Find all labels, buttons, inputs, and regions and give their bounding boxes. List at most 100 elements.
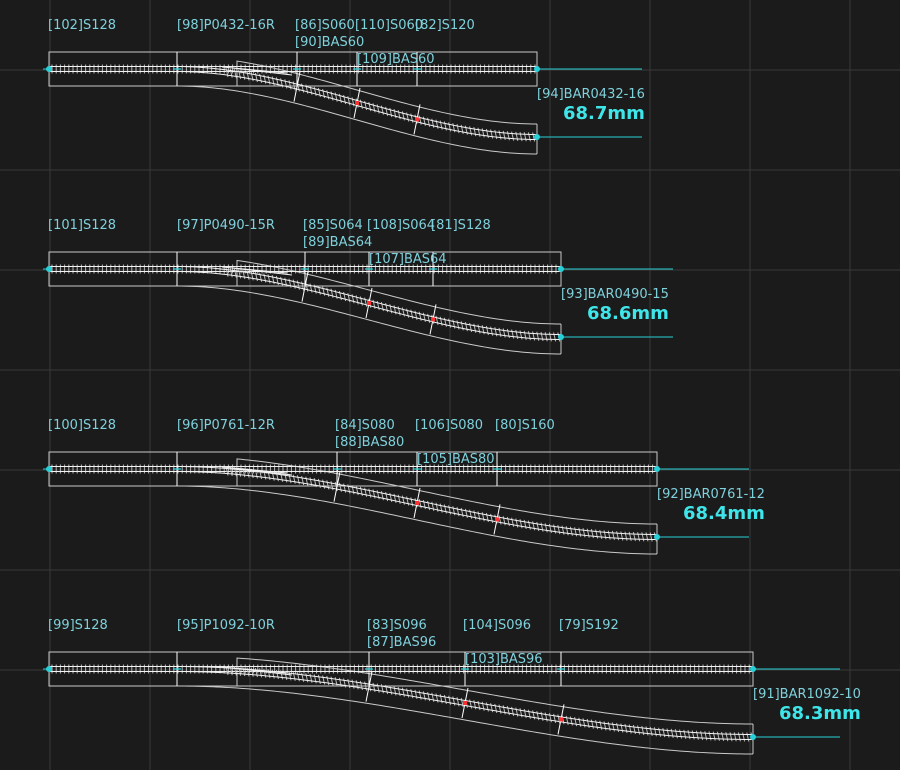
curve-joint (365, 671, 373, 702)
track-diagrams: [102]S128 [98]P0432-16R [86]S060 [110]S060[… (43, 18, 861, 755)
track-tie (238, 269, 242, 279)
switch-point-rail (231, 67, 293, 76)
track-tie (607, 721, 611, 732)
track-tie (338, 482, 342, 492)
track-tie (691, 730, 695, 740)
track-tie (439, 694, 443, 704)
turnout-piece-label: [96]P0761-12R (177, 418, 275, 433)
track-tie (540, 711, 544, 721)
joint-red-marker (431, 317, 435, 322)
track-tie (481, 512, 485, 522)
track-tie (658, 727, 662, 737)
track-tie (674, 729, 678, 739)
track-tie (292, 474, 296, 484)
track-tie (431, 692, 435, 702)
track-tie (477, 324, 481, 334)
curve-joint (301, 271, 309, 302)
track-tie (590, 529, 594, 539)
track-tie (653, 727, 657, 737)
track-tie (527, 709, 531, 719)
track-tie (582, 718, 586, 728)
track-layout-2: [101]S128 [97]P0490-15R [85]S064 [108]S064[… (43, 218, 673, 355)
track-tie (477, 127, 481, 137)
track-tie (418, 690, 422, 700)
inner-base-plate-label: [103]BAS96 (465, 652, 543, 667)
track-tie (485, 325, 489, 336)
track-tie (334, 677, 338, 687)
track-tie (443, 694, 447, 705)
track-tie (414, 689, 418, 700)
track-tie (578, 717, 582, 727)
track-tie (464, 322, 468, 332)
track-tie (519, 519, 523, 529)
track-tie (519, 330, 523, 340)
diverge-piece-label-2: [106]S080 (415, 418, 483, 433)
track-tie (561, 525, 565, 535)
track-tie (376, 683, 380, 693)
track-tie (317, 674, 321, 685)
track-tie (494, 327, 498, 337)
track-tie (519, 708, 523, 718)
joint-red-marker (367, 301, 371, 305)
track-tie (477, 511, 481, 521)
track-tie (410, 689, 414, 699)
track-tie (641, 725, 645, 736)
switch-point-rail (231, 267, 293, 276)
track-tie (502, 516, 506, 526)
track-tie (511, 131, 515, 141)
track-tie (246, 71, 250, 81)
track-tie (540, 522, 544, 532)
diverge-piece-label-1: [83]S096 (367, 618, 427, 633)
turnout-piece-label: [98]P0432-16R (177, 18, 275, 33)
diverging-track-outline-lower (176, 85, 538, 155)
straight-piece-label: [100]S128 (48, 418, 116, 433)
track-tie (490, 326, 494, 336)
track-tie (645, 532, 649, 542)
track-tie (733, 732, 737, 742)
track-tie (473, 127, 477, 137)
turnout-piece-label: [97]P0490-15R (177, 218, 275, 233)
diverge-piece-label-2: [110]S060 (355, 18, 423, 33)
track-tie (515, 329, 519, 340)
track-tie (263, 273, 267, 283)
diverging-track-outline-upper (236, 60, 538, 125)
track-tie (355, 485, 359, 496)
curve-joint (333, 471, 341, 502)
inner-base-plate-label: [109]BAS60 (357, 52, 435, 67)
track-tie (590, 719, 594, 729)
straight-piece-label: [99]S128 (48, 618, 108, 633)
track-tie (666, 728, 670, 738)
track-tie (498, 130, 502, 140)
track-tie (523, 330, 527, 340)
track-tie (456, 124, 460, 134)
track-tie (317, 478, 321, 489)
track-layout-4: [99]S128 [95]P1092-10R [83]S096 [104]S096 [7… (43, 618, 861, 755)
track-tie (607, 530, 611, 540)
base-plate-label: [87]BAS96 (367, 635, 436, 650)
track-tie (242, 70, 246, 80)
track-tie (254, 667, 258, 678)
track-tie (473, 700, 477, 710)
track-tie (326, 480, 330, 490)
track-layout-1: [102]S128 [98]P0432-16R [86]S060 [110]S060[… (43, 18, 645, 155)
track-tie (422, 691, 426, 701)
track-tie (481, 701, 485, 711)
diverge-piece-label-3: [81]S128 (431, 218, 491, 233)
track-tie (372, 682, 376, 693)
track-tie (515, 707, 519, 717)
track-tie (506, 706, 510, 716)
track-tie (343, 483, 347, 493)
track-tie (506, 516, 510, 527)
track-tie (494, 703, 498, 714)
track-tie (389, 685, 393, 695)
track-tie (637, 725, 641, 735)
track-tie (729, 732, 733, 742)
joint-red-marker (463, 701, 467, 705)
track-tie (498, 515, 502, 525)
straight-piece-label: [101]S128 (48, 218, 116, 233)
joint-red-marker (415, 501, 419, 505)
joint-red-marker (355, 101, 359, 105)
track-tie (355, 680, 359, 690)
track-tie (553, 524, 557, 534)
track-tie (490, 129, 494, 139)
